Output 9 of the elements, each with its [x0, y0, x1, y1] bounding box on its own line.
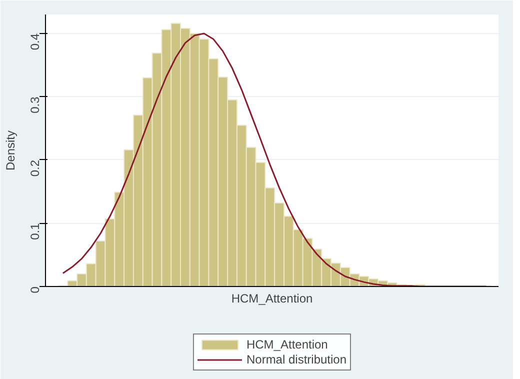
y-tick-label: 0.3: [28, 96, 42, 114]
y-axis-title: Density: [4, 130, 18, 171]
legend-label: Normal distribution: [246, 352, 347, 366]
y-tick-label: 0: [28, 286, 42, 294]
y-tick-label: 0.2: [28, 160, 42, 177]
x-axis-title: HCM_Attention: [231, 292, 313, 306]
legend-label: HCM_Attention: [246, 338, 328, 352]
y-tick-label: 0.1: [28, 222, 42, 240]
y-tick-label: 0.4: [28, 33, 42, 50]
